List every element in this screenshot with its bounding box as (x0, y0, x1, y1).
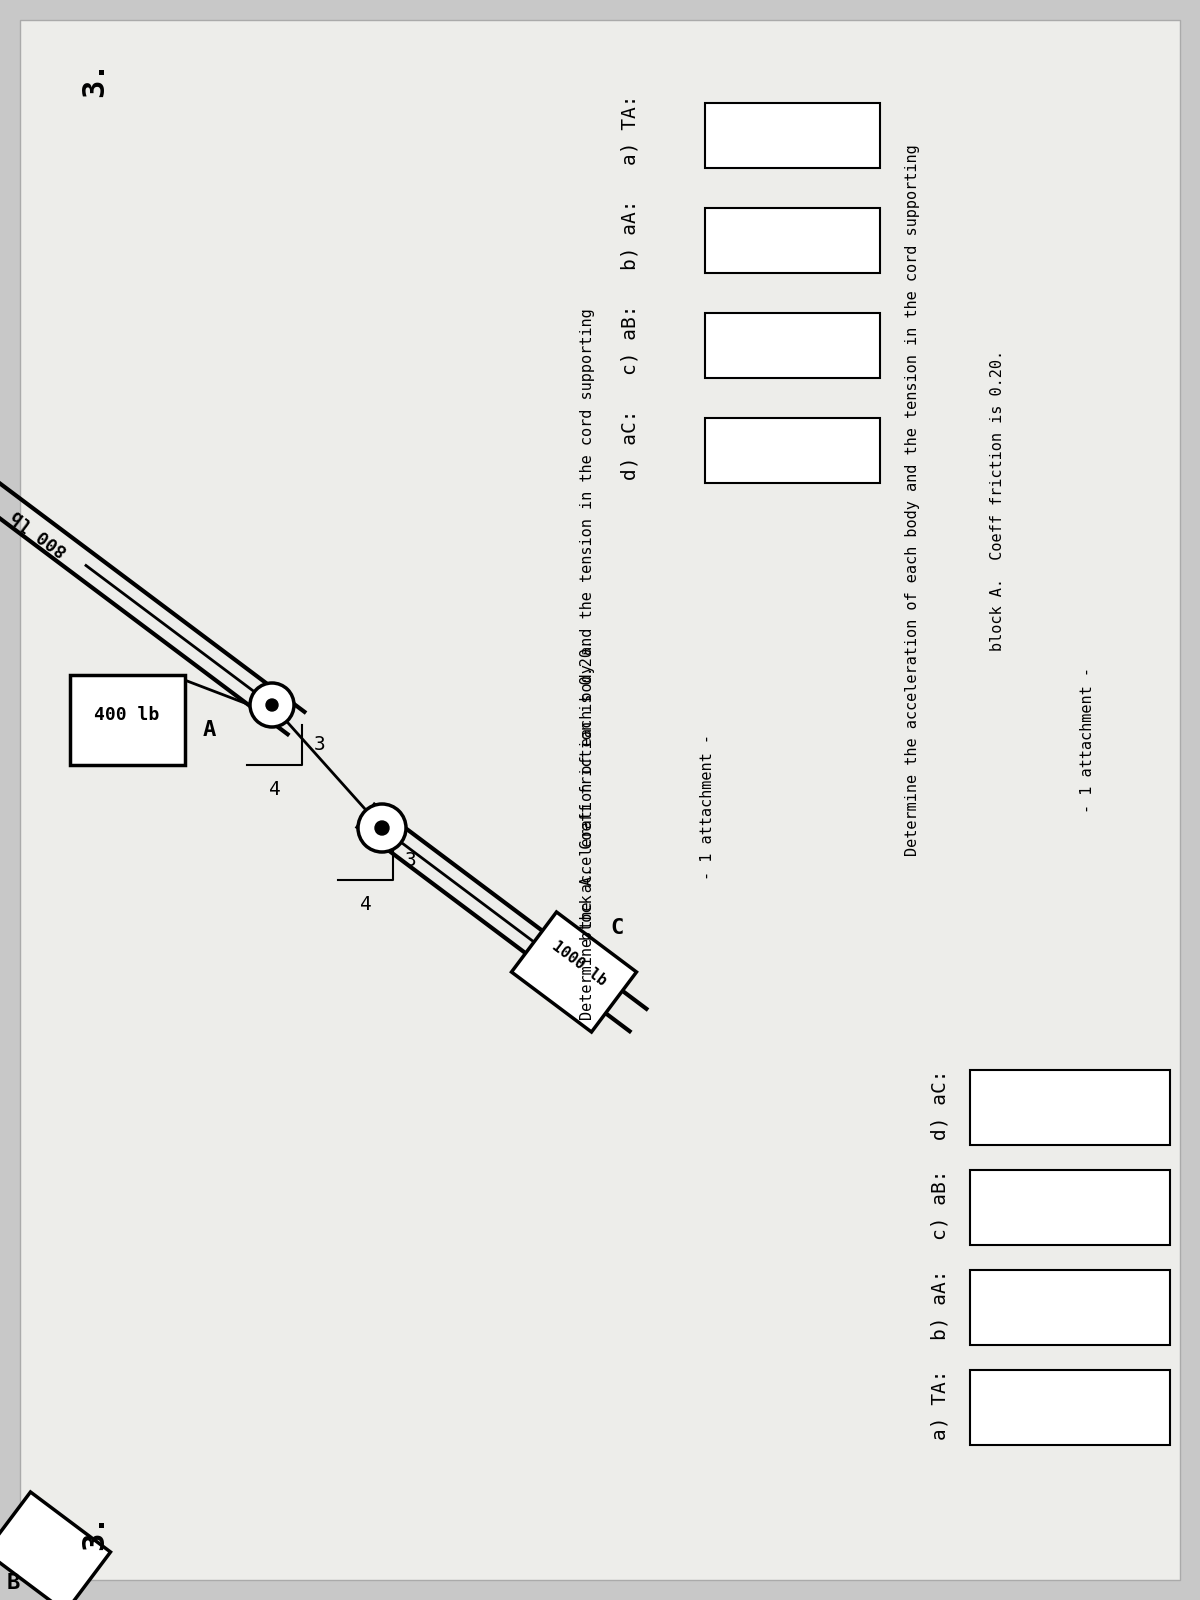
Polygon shape (0, 1491, 110, 1600)
Bar (706, 102, 880, 168)
Text: 4: 4 (269, 781, 281, 798)
Circle shape (358, 803, 406, 851)
Text: 400 lb: 400 lb (95, 706, 160, 723)
Bar (706, 418, 880, 483)
Bar (970, 1070, 1170, 1146)
Text: b) aA:: b) aA: (620, 200, 640, 270)
Text: A: A (203, 720, 216, 739)
Bar (970, 1370, 1170, 1445)
Text: c) aB:: c) aB: (620, 304, 640, 376)
Text: b) aA:: b) aA: (930, 1269, 949, 1341)
Bar (70, 675, 185, 765)
Text: c) aB:: c) aB: (930, 1170, 949, 1240)
Text: 1000 lb: 1000 lb (548, 939, 610, 989)
Circle shape (374, 821, 389, 835)
Text: 3.: 3. (80, 1514, 109, 1550)
Text: - 1 attachment -: - 1 attachment - (700, 734, 715, 880)
Text: C: C (611, 918, 624, 938)
Text: 4: 4 (360, 894, 371, 914)
Polygon shape (511, 912, 636, 1032)
Text: 3: 3 (406, 851, 416, 869)
Text: d) aC:: d) aC: (620, 410, 640, 480)
Text: block A.  Coeff friction is 0.20.: block A. Coeff friction is 0.20. (580, 638, 595, 939)
Text: 3: 3 (314, 736, 325, 755)
Bar (970, 1170, 1170, 1245)
Text: block A.  Coeff friction is 0.20.: block A. Coeff friction is 0.20. (990, 349, 1006, 651)
Text: Determine the acceleration of each body and the tension in the cord supporting: Determine the acceleration of each body … (905, 144, 920, 856)
Bar (970, 1270, 1170, 1346)
Text: Determine the acceleration of each body and the tension in the cord supporting: Determine the acceleration of each body … (580, 309, 595, 1021)
Bar (706, 312, 880, 378)
Text: d) aC:: d) aC: (930, 1069, 949, 1139)
Text: - 1 attachment -: - 1 attachment - (1080, 667, 1096, 813)
Circle shape (266, 699, 278, 710)
Circle shape (250, 683, 294, 726)
Text: a) TA:: a) TA: (930, 1370, 949, 1440)
Text: B: B (7, 1573, 20, 1594)
Text: 3.: 3. (80, 59, 109, 96)
Text: 800 lb: 800 lb (8, 506, 72, 558)
Text: a) TA:: a) TA: (620, 94, 640, 165)
Bar (706, 208, 880, 272)
